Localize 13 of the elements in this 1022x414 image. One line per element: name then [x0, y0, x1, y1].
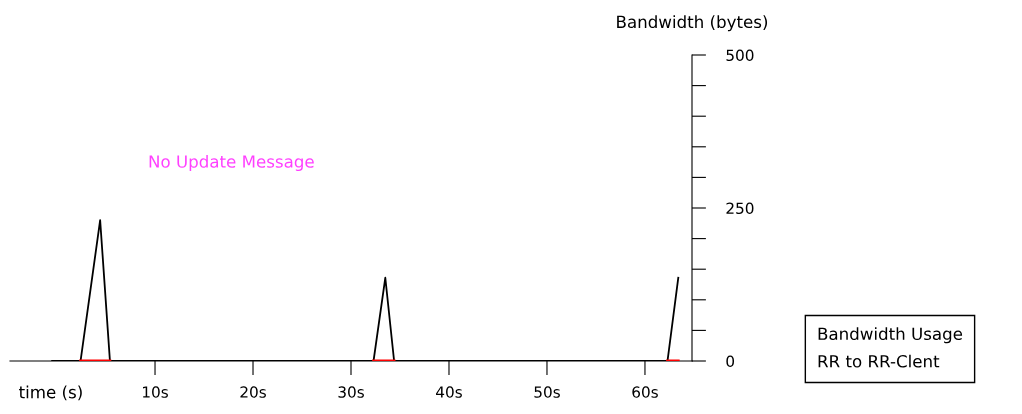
y-tick-label: 500 [726, 49, 754, 62]
x-axis-title: time (s) [19, 385, 82, 401]
text: Bandwidth Usage RR to RR-Clent [818, 327, 963, 368]
x-tick-label: 20s [240, 386, 266, 398]
annotation: No Update Message [149, 154, 314, 172]
x-tick-label: 60s [632, 386, 658, 398]
y-axis-title: Bandwidth (bytes) [617, 15, 768, 32]
x-tick-label: 50s [534, 386, 560, 398]
y-tick-label: 0 [726, 355, 735, 368]
x-tick-label: 10s [143, 386, 168, 398]
y-tick-label: 250 [726, 202, 754, 215]
x-tick-label: 30s [338, 386, 364, 398]
x-tick-label: 40s [436, 386, 462, 398]
